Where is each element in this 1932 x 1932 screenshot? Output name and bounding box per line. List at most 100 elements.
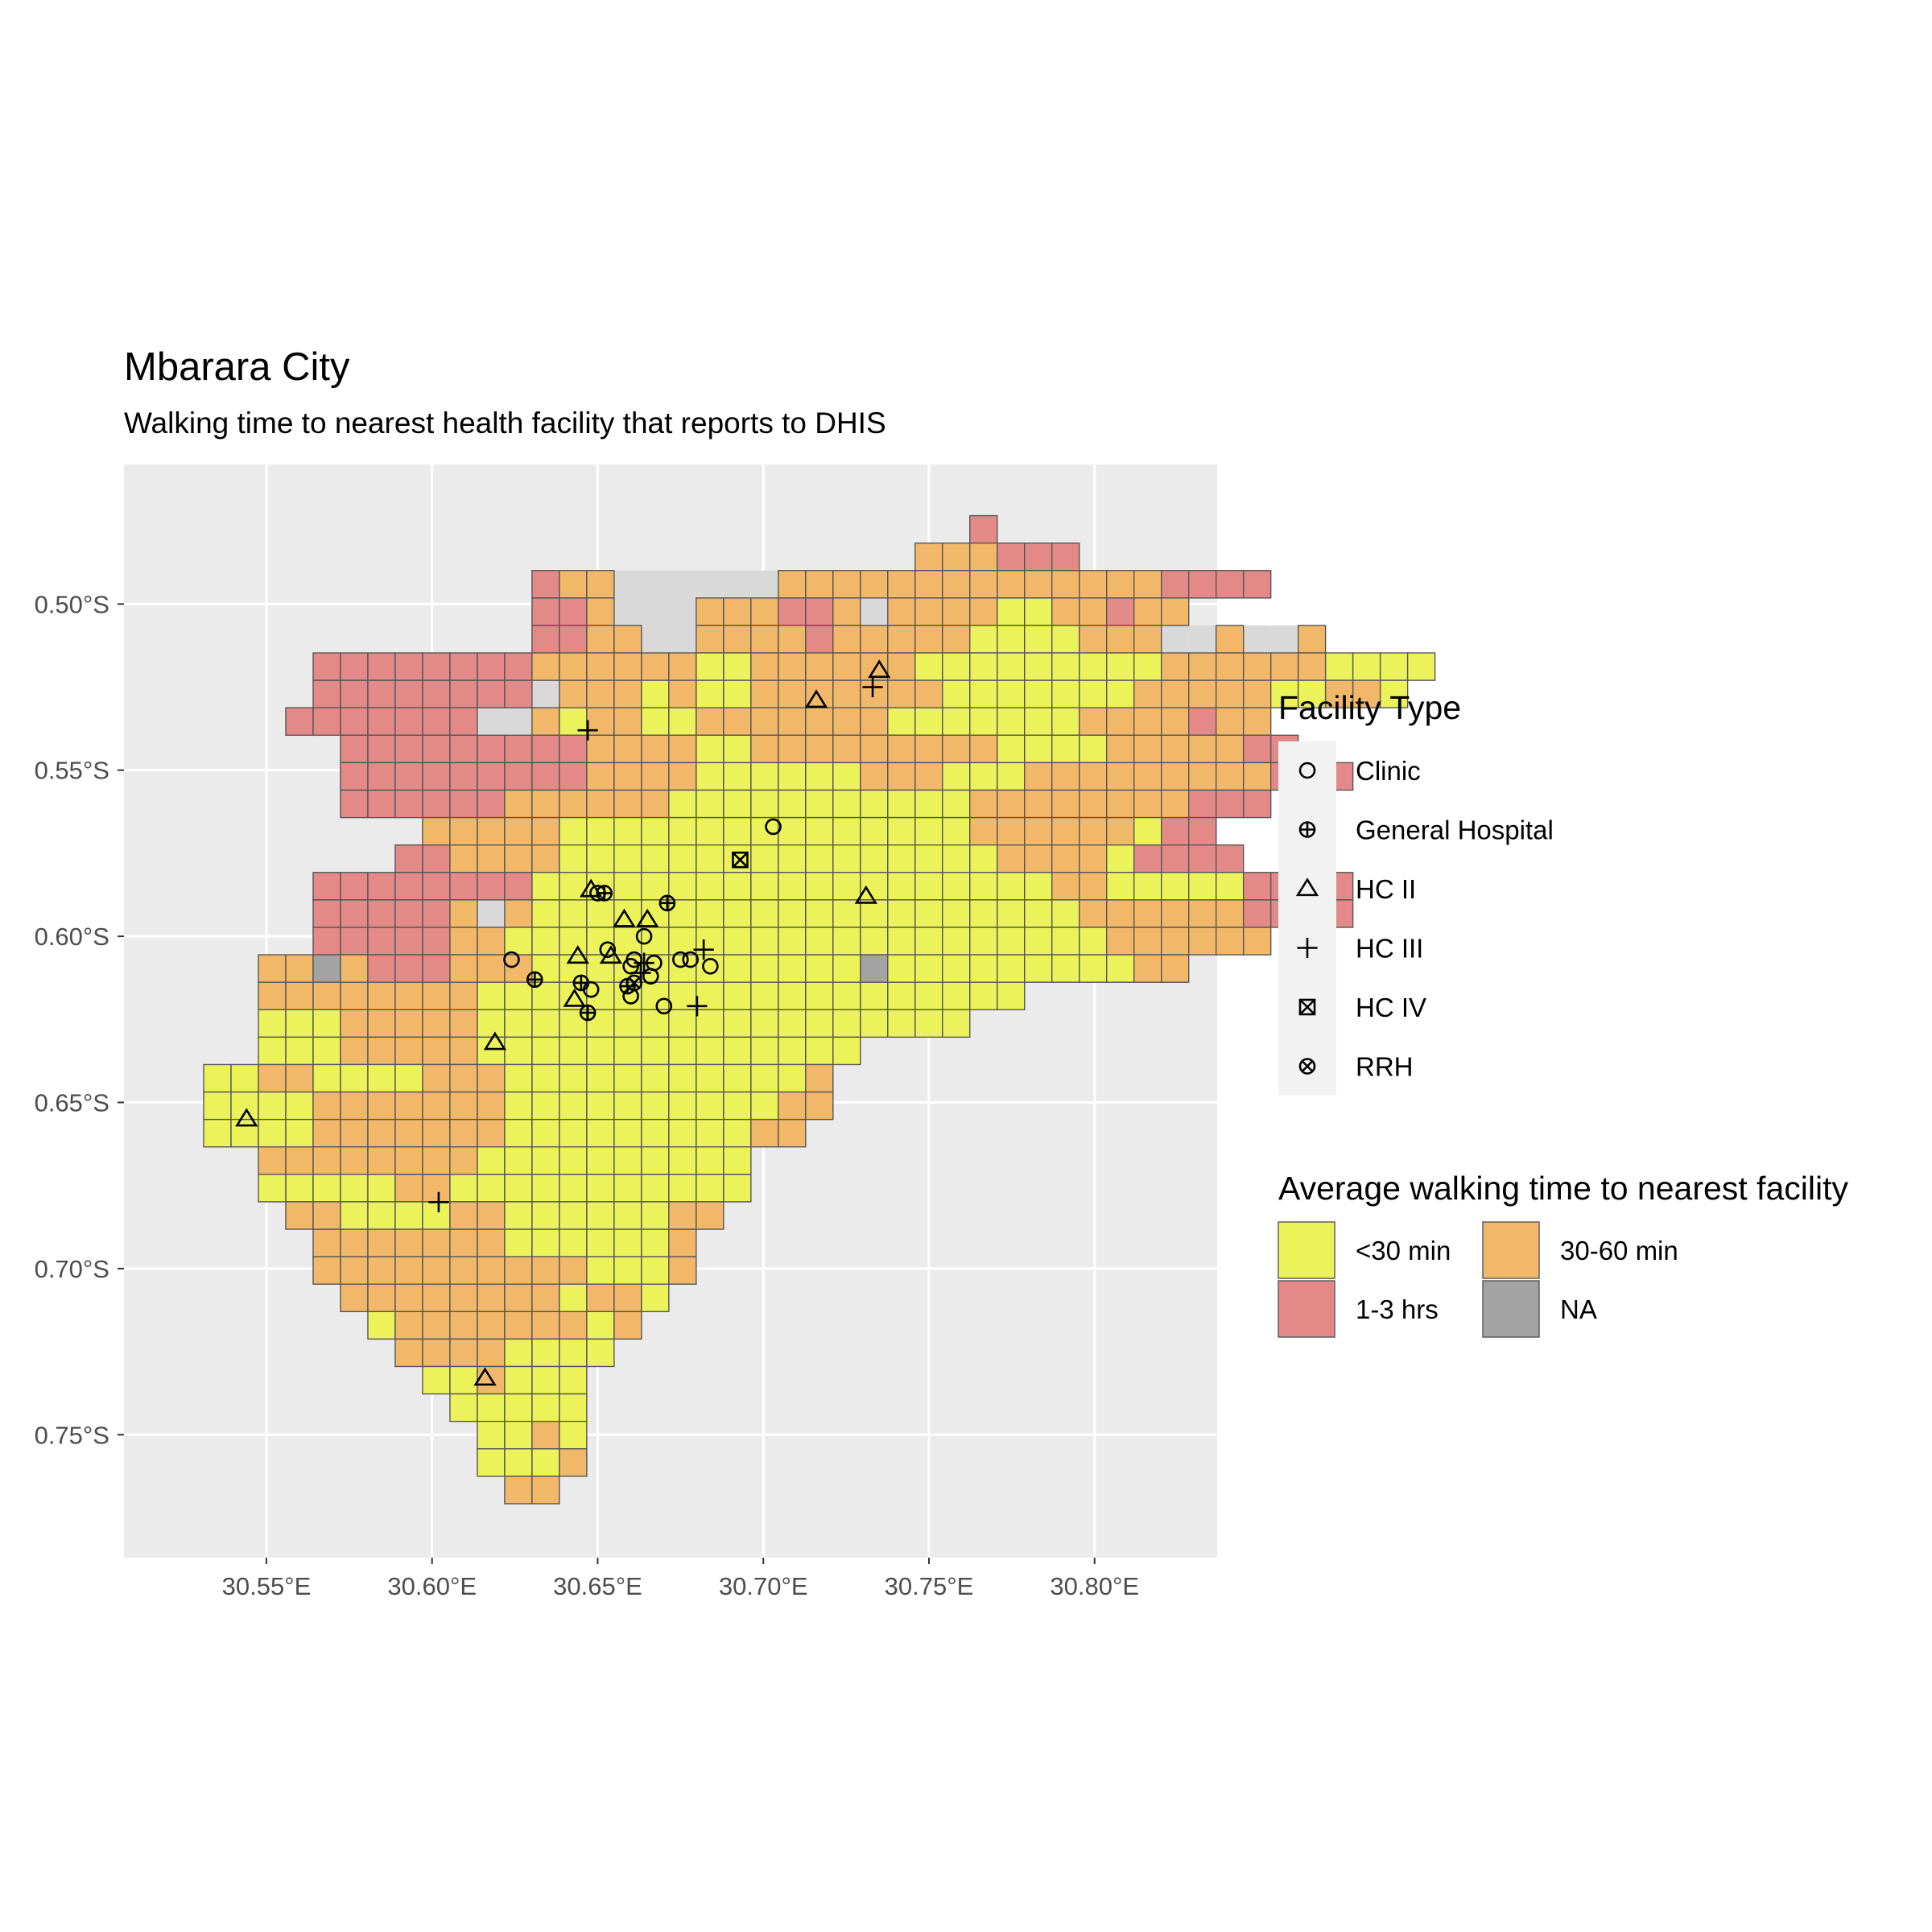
cell-lt30 — [559, 1174, 587, 1202]
cell-30-60 — [806, 653, 833, 680]
cell-lt30 — [696, 762, 724, 790]
cell-1-3h — [423, 900, 450, 927]
cell-lt30 — [751, 845, 778, 873]
cell-30-60 — [669, 680, 696, 708]
cell-1-3h — [368, 900, 395, 927]
cell-30-60 — [778, 680, 806, 708]
cell-30-60 — [724, 598, 751, 625]
cell-30-60 — [833, 598, 861, 625]
cell-lt30 — [204, 1064, 231, 1092]
cell-1-3h — [423, 791, 450, 818]
cell-30-60 — [313, 982, 341, 1009]
cell-lt30 — [286, 1009, 313, 1037]
cell-1-3h — [368, 955, 395, 982]
cell-1-3h — [423, 680, 450, 708]
cell-30-60 — [1107, 927, 1134, 955]
cell-lt30 — [724, 791, 751, 818]
cell-30-60 — [997, 571, 1025, 598]
cell-30-60 — [423, 1284, 450, 1311]
cell-30-60 — [1162, 680, 1189, 708]
cell-30-60 — [1107, 818, 1134, 845]
cell-30-60 — [1052, 818, 1080, 845]
cell-lt30 — [751, 1064, 778, 1092]
cell-lt30 — [505, 1037, 532, 1064]
cell-lt30 — [642, 982, 669, 1009]
cell-30-60 — [888, 598, 915, 625]
cell-lt30 — [997, 762, 1025, 790]
cell-lt30 — [1080, 735, 1107, 762]
cell-30-60 — [1080, 571, 1107, 598]
walking-legend-swatch-m30_60 — [1483, 1222, 1539, 1278]
cell-30-60 — [997, 818, 1025, 845]
cell-lt30 — [614, 818, 642, 845]
cell-30-60 — [559, 571, 587, 598]
cell-lt30 — [970, 873, 997, 900]
cell-30-60 — [669, 1229, 696, 1257]
cell-30-60 — [341, 982, 368, 1009]
cell-1-3h — [341, 791, 368, 818]
cell-lt30 — [341, 1064, 368, 1092]
cell-30-60 — [1244, 653, 1271, 680]
cell-lt30 — [724, 1064, 751, 1092]
cell-lt30 — [806, 845, 833, 873]
cell-1-3h — [341, 735, 368, 762]
cell-lt30 — [751, 1009, 778, 1037]
cell-30-60 — [1162, 708, 1189, 735]
cell-30-60 — [1216, 680, 1244, 708]
cell-30-60 — [395, 1311, 423, 1339]
cell-30-60 — [1134, 625, 1162, 653]
cell-lt30 — [724, 1009, 751, 1037]
cell-lt30 — [970, 762, 997, 790]
cell-lt30 — [477, 1422, 505, 1449]
cell-lt30 — [395, 1064, 423, 1092]
cell-1-3h — [423, 708, 450, 735]
cell-30-60 — [1080, 818, 1107, 845]
boundary-fill — [669, 625, 696, 653]
boundary-fill — [642, 598, 669, 625]
cell-lt30 — [751, 762, 778, 790]
cell-lt30 — [833, 1009, 861, 1037]
cell-30-60 — [751, 680, 778, 708]
cell-lt30 — [696, 1009, 724, 1037]
cell-lt30 — [751, 927, 778, 955]
cell-lt30 — [1162, 873, 1189, 900]
cell-lt30 — [943, 927, 970, 955]
cell-30-60 — [505, 900, 532, 927]
cell-lt30 — [587, 1037, 614, 1064]
boundary-fill — [614, 571, 642, 598]
cell-lt30 — [505, 1449, 532, 1476]
cell-30-60 — [1244, 680, 1271, 708]
cell-30-60 — [477, 1257, 505, 1284]
cell-1-3h — [806, 625, 833, 653]
cell-lt30 — [861, 982, 888, 1009]
cell-30-60 — [368, 1092, 395, 1120]
cell-lt30 — [751, 818, 778, 845]
cell-lt30 — [642, 955, 669, 982]
cell-30-60 — [1134, 791, 1162, 818]
cell-lt30 — [559, 900, 587, 927]
cell-30-60 — [1162, 598, 1189, 625]
cell-1-3h — [341, 653, 368, 680]
cell-lt30 — [1134, 818, 1162, 845]
cell-lt30 — [368, 1202, 395, 1229]
cell-30-60 — [1107, 571, 1134, 598]
cell-lt30 — [559, 1009, 587, 1037]
facility-point-general-hospital — [527, 972, 542, 987]
cell-1-3h — [450, 708, 477, 735]
cell-lt30 — [833, 982, 861, 1009]
cell-lt30 — [1080, 653, 1107, 680]
cell-lt30 — [642, 1174, 669, 1202]
cell-1-3h — [477, 735, 505, 762]
boundary-fill — [1162, 625, 1189, 653]
cell-30-60 — [696, 1202, 724, 1229]
cell-30-60 — [559, 653, 587, 680]
cell-1-3h — [313, 680, 341, 708]
cell-30-60 — [559, 1449, 587, 1476]
cell-1-3h — [313, 873, 341, 900]
cell-lt30 — [724, 653, 751, 680]
cell-30-60 — [997, 791, 1025, 818]
facility-legend-key-general-hospital — [1300, 823, 1315, 837]
boundary-fill — [751, 571, 778, 598]
cell-lt30 — [1052, 680, 1080, 708]
cell-lt30 — [642, 1284, 669, 1311]
